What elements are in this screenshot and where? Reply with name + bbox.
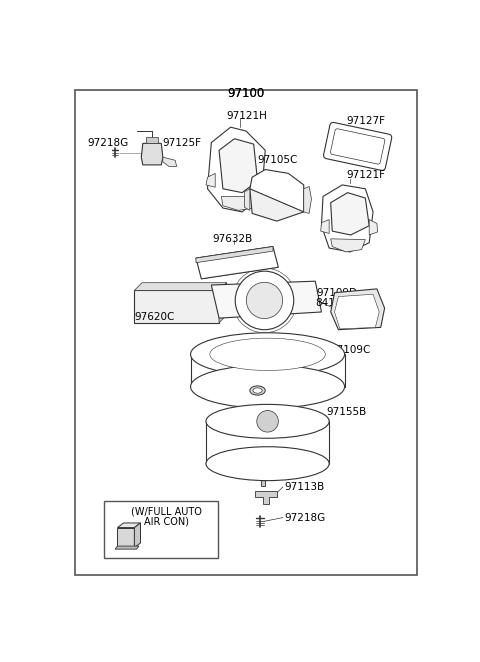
Ellipse shape: [206, 404, 329, 438]
Polygon shape: [207, 127, 265, 212]
Polygon shape: [219, 139, 258, 193]
Text: 97176E: 97176E: [170, 533, 210, 543]
Polygon shape: [221, 197, 258, 211]
Polygon shape: [115, 546, 139, 549]
Polygon shape: [134, 283, 227, 291]
Text: 97127F: 97127F: [346, 116, 385, 126]
Circle shape: [235, 271, 294, 330]
Text: 97109D: 97109D: [317, 288, 358, 298]
Polygon shape: [250, 181, 304, 221]
Text: 97100: 97100: [228, 87, 264, 100]
Polygon shape: [141, 144, 163, 165]
Polygon shape: [196, 246, 273, 263]
Polygon shape: [331, 193, 369, 235]
Ellipse shape: [191, 333, 345, 376]
Polygon shape: [134, 291, 219, 323]
Text: AIR CON): AIR CON): [144, 516, 189, 526]
Text: (W/FULL AUTO: (W/FULL AUTO: [131, 507, 202, 517]
Text: 97105C: 97105C: [258, 154, 298, 165]
Text: 84175A: 84175A: [315, 298, 356, 308]
Polygon shape: [250, 169, 304, 212]
Text: 97183: 97183: [271, 383, 304, 393]
Polygon shape: [331, 239, 365, 252]
Text: 97125F: 97125F: [163, 138, 202, 148]
Polygon shape: [206, 173, 215, 187]
Ellipse shape: [250, 386, 265, 395]
Text: 97632B: 97632B: [212, 234, 252, 244]
Text: 97121H: 97121H: [227, 111, 268, 120]
Polygon shape: [118, 523, 141, 528]
Text: 97620C: 97620C: [134, 312, 175, 322]
Polygon shape: [335, 295, 379, 329]
Bar: [104, 500, 217, 558]
Polygon shape: [255, 491, 277, 504]
Polygon shape: [261, 476, 265, 486]
Text: 97218G: 97218G: [285, 512, 326, 522]
Circle shape: [246, 282, 283, 318]
Text: 97270: 97270: [282, 463, 315, 473]
Circle shape: [257, 410, 278, 432]
Text: 97100: 97100: [228, 87, 264, 100]
Polygon shape: [304, 187, 312, 213]
Polygon shape: [256, 468, 270, 476]
Polygon shape: [331, 289, 384, 330]
Polygon shape: [118, 528, 134, 547]
Polygon shape: [369, 220, 378, 235]
Polygon shape: [134, 523, 141, 547]
Text: 97218G: 97218G: [87, 138, 129, 148]
Ellipse shape: [191, 365, 345, 408]
Polygon shape: [219, 283, 227, 323]
FancyBboxPatch shape: [330, 128, 385, 164]
Polygon shape: [146, 137, 158, 144]
Polygon shape: [322, 185, 373, 252]
Polygon shape: [196, 246, 278, 279]
Ellipse shape: [206, 447, 329, 481]
Text: 97109C: 97109C: [331, 346, 371, 355]
Polygon shape: [211, 281, 322, 318]
FancyBboxPatch shape: [324, 122, 392, 170]
Polygon shape: [321, 220, 329, 234]
Polygon shape: [258, 173, 267, 187]
Text: 97121F: 97121F: [346, 170, 385, 180]
Polygon shape: [244, 189, 250, 211]
Text: 97155B: 97155B: [326, 407, 366, 417]
Ellipse shape: [253, 388, 262, 393]
Text: 97113B: 97113B: [285, 482, 325, 492]
Polygon shape: [163, 157, 177, 166]
Ellipse shape: [210, 338, 325, 371]
